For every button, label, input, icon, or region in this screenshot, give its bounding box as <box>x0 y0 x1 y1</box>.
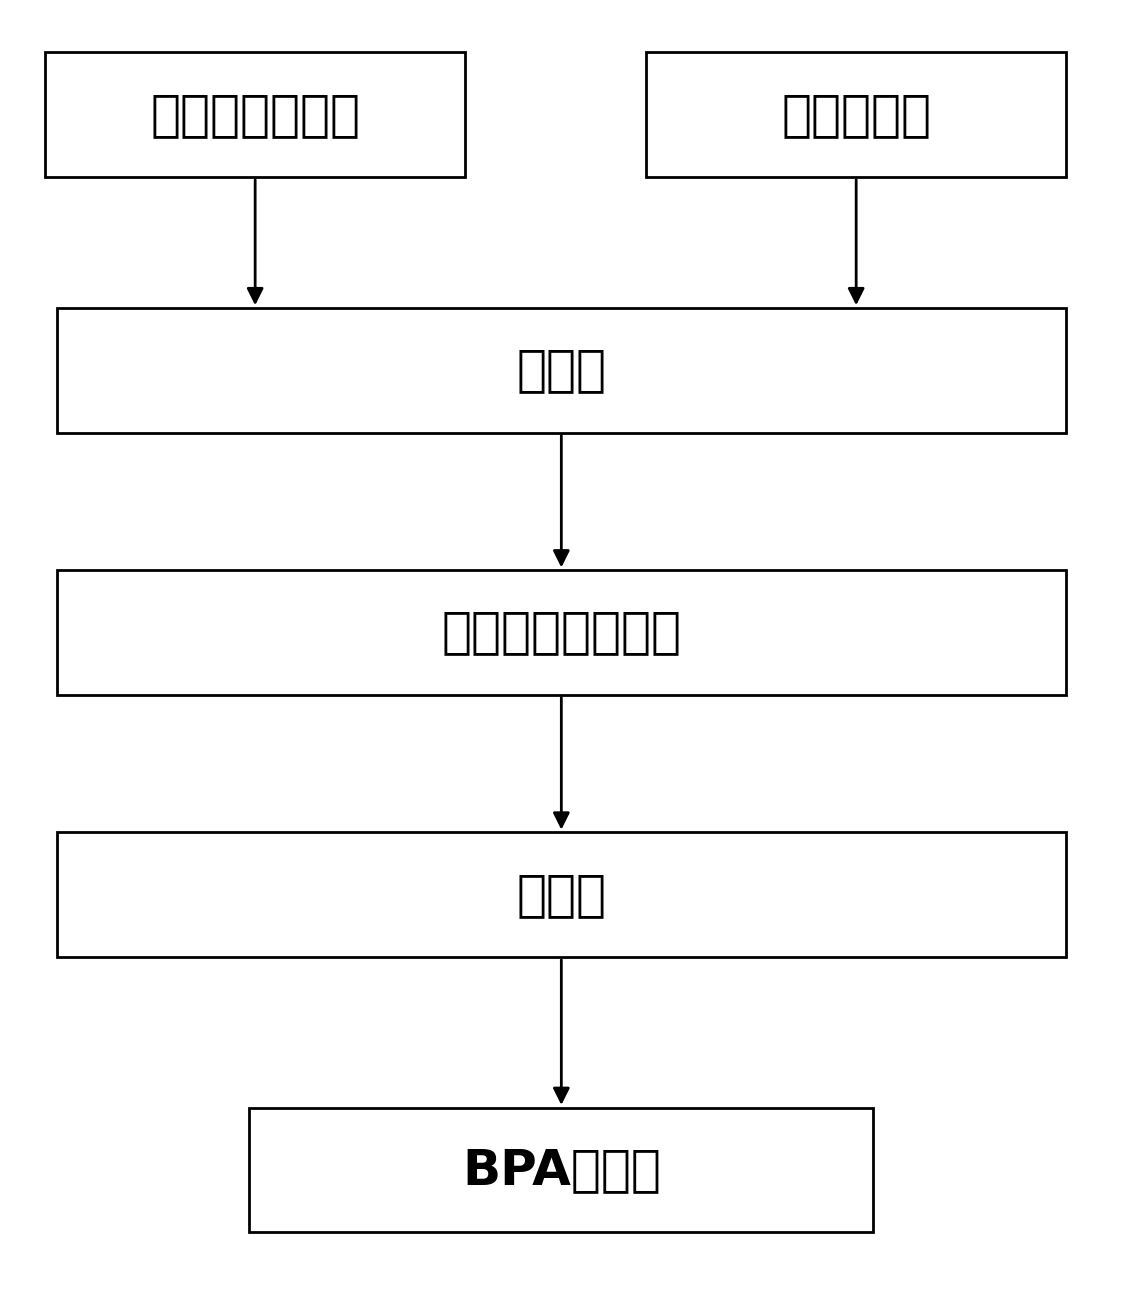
Bar <box>646 52 1066 177</box>
Text: 征兆参数测量值: 征兆参数测量值 <box>150 90 361 139</box>
Text: 历史数据库: 历史数据库 <box>781 90 931 139</box>
Bar <box>45 52 465 177</box>
Bar <box>249 1108 873 1232</box>
Text: BPA的建立: BPA的建立 <box>462 1146 661 1194</box>
Text: 输出端: 输出端 <box>516 871 607 919</box>
Text: 隶属函数构建装置: 隶属函数构建装置 <box>441 608 682 657</box>
Text: 输入端: 输入端 <box>516 346 607 395</box>
Bar <box>57 832 1066 957</box>
Bar <box>57 570 1066 695</box>
Bar <box>57 308 1066 433</box>
